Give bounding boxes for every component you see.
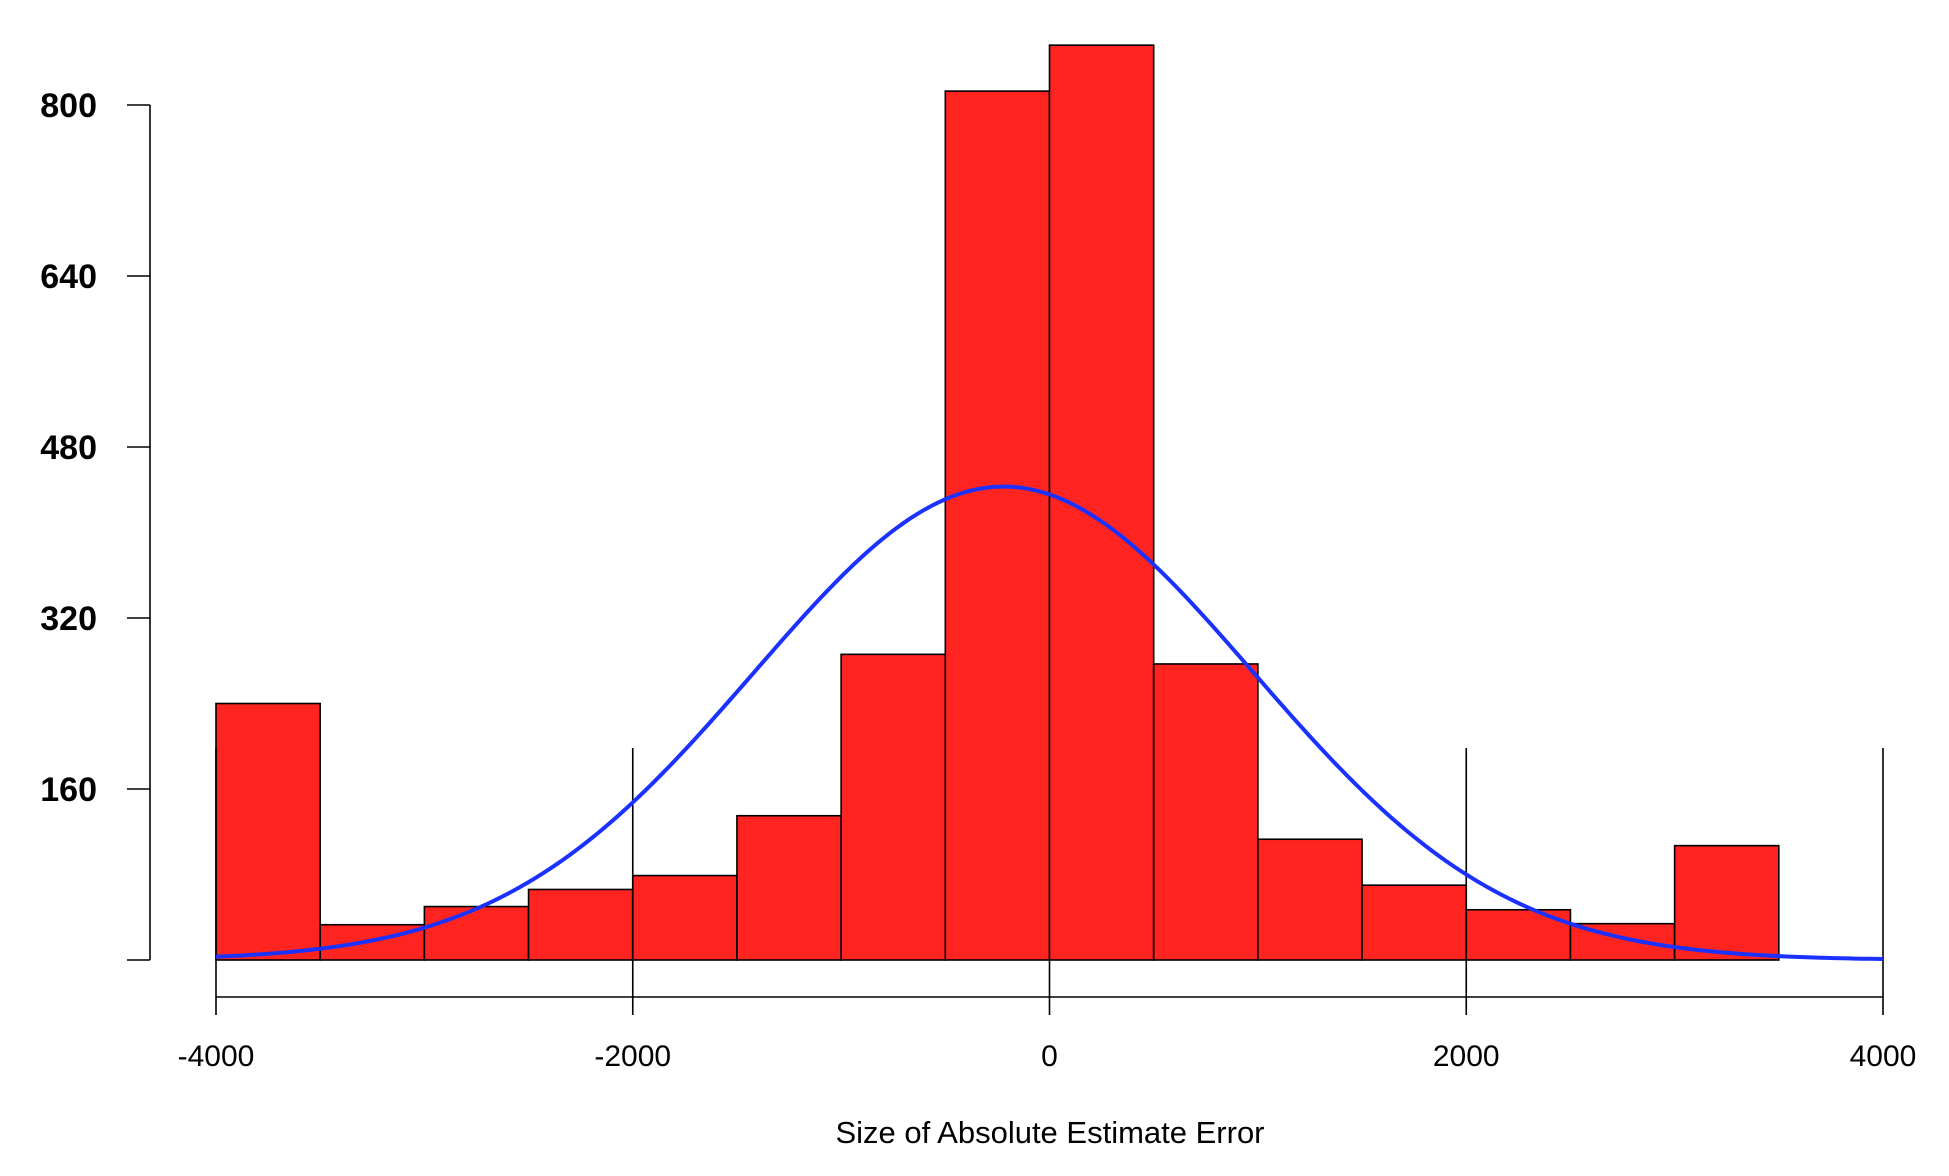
histogram-bar bbox=[215, 702, 321, 961]
histogram-bar bbox=[944, 90, 1051, 961]
y-tick-label: 160 bbox=[40, 771, 97, 809]
curve-layer bbox=[215, 484, 1884, 962]
histogram-bar bbox=[1152, 663, 1259, 961]
x-axis: -4000 -2000 0 2000 4000 bbox=[178, 996, 1917, 1073]
histogram-bar bbox=[1361, 884, 1468, 961]
histogram-bar bbox=[631, 874, 738, 961]
x-tick-label: -4000 bbox=[178, 1040, 255, 1073]
x-axis-title: Size of Absolute Estimate Error bbox=[835, 1115, 1264, 1150]
histogram-bar bbox=[1673, 844, 1780, 961]
y-tick-label: 480 bbox=[40, 429, 97, 467]
x-tick-label: 0 bbox=[1041, 1040, 1058, 1073]
y-tick-label: 800 bbox=[40, 87, 97, 125]
bars-layer bbox=[215, 44, 1780, 961]
histogram-bar bbox=[736, 814, 842, 961]
y-tick-label: 320 bbox=[40, 600, 97, 638]
x-tick-label: -2000 bbox=[594, 1040, 671, 1073]
y-tick-label: 640 bbox=[40, 258, 97, 296]
y-axis: 160 320 480 640 800 bbox=[40, 87, 151, 961]
histogram-bar bbox=[423, 905, 530, 961]
x-tick-label: 4000 bbox=[1850, 1040, 1917, 1073]
x-tick-label: 2000 bbox=[1433, 1040, 1500, 1073]
histogram-bar bbox=[527, 888, 634, 961]
histogram-bar bbox=[1257, 838, 1363, 961]
histogram-bar bbox=[840, 653, 947, 961]
normal-curve-line bbox=[215, 484, 1884, 962]
